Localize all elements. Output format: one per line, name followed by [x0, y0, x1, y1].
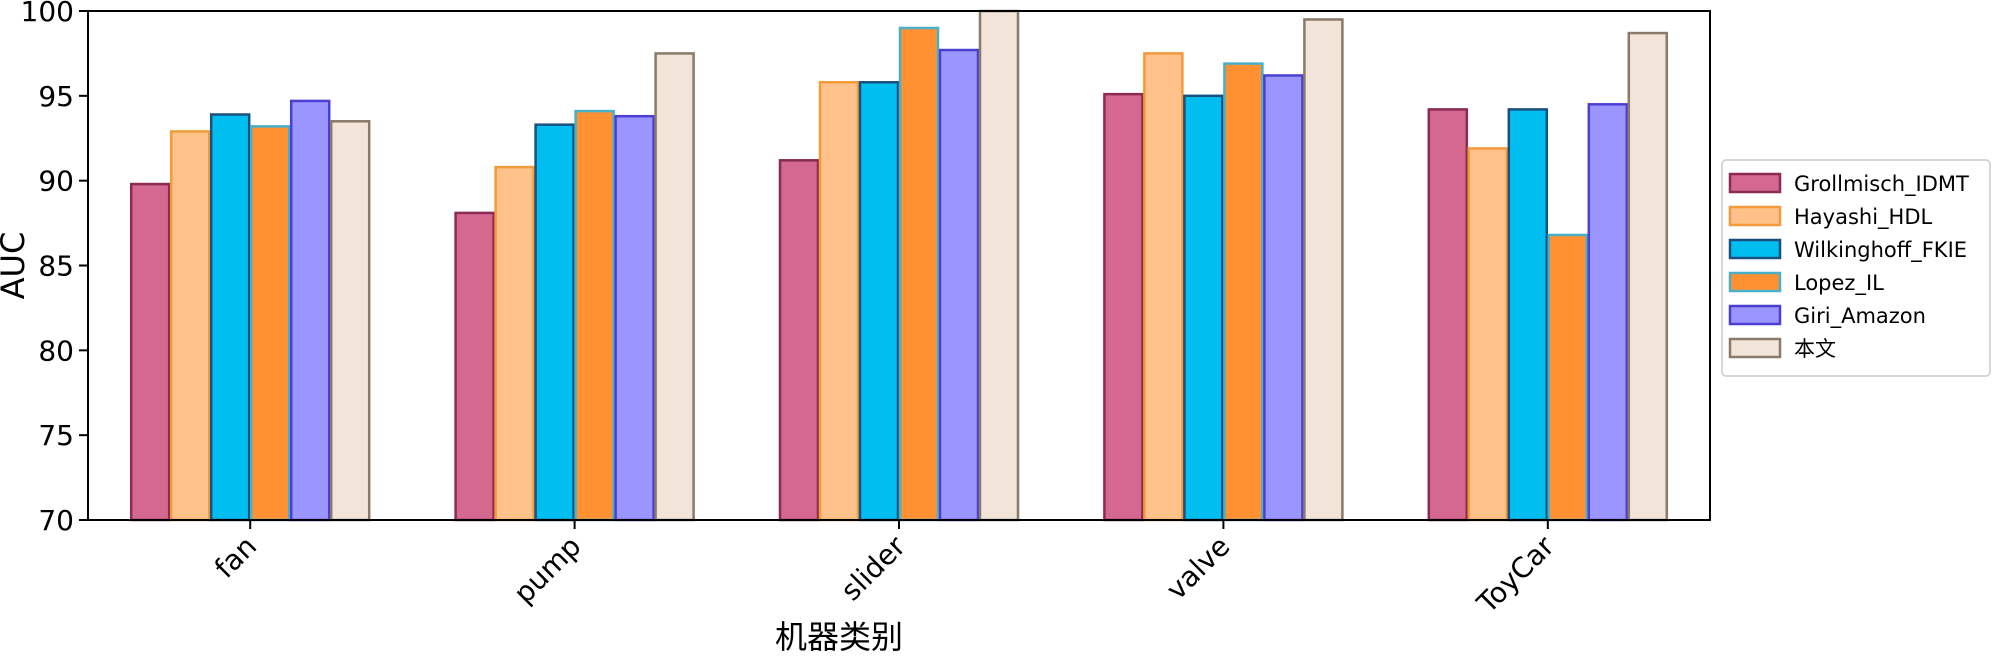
bar-ToyCar-本文	[1627, 31, 1669, 522]
bar-ToyCar-Giri_Amazon	[1587, 103, 1629, 522]
bars-layer	[129, 9, 1669, 522]
legend-label: 本文	[1794, 337, 1836, 361]
bar-pump-Lopez_IL	[574, 109, 615, 522]
bar-valve-Grollmisch_IDMT	[1103, 92, 1144, 522]
bar-fan-Grollmisch_IDMT	[129, 182, 171, 522]
legend-swatch	[1728, 205, 1782, 227]
bar-ToyCar-Grollmisch_IDMT	[1427, 108, 1469, 522]
legend-label: Lopez_IL	[1794, 271, 1884, 296]
legend-label: Hayashi_HDL	[1794, 205, 1933, 230]
bar-fan-Wilkinghoff_FKIE	[209, 113, 251, 522]
bar-pump-Wilkinghoff_FKIE	[534, 123, 575, 522]
bar-fan-Hayashi_HDL	[169, 130, 211, 522]
legend-swatch	[1728, 172, 1782, 194]
bar-slider-Wilkinghoff_FKIE	[858, 81, 900, 522]
bar-ToyCar-Hayashi_HDL	[1467, 147, 1509, 522]
x-tick-label: slider	[834, 529, 912, 607]
x-axis: fan pump slider valve ToyCar	[208, 520, 1561, 620]
y-tick-label: 70	[38, 504, 74, 537]
bar-fan-本文	[329, 120, 371, 522]
x-tick-label: valve	[1160, 530, 1237, 607]
legend-swatch	[1728, 337, 1782, 359]
bar-valve-Lopez_IL	[1223, 62, 1264, 522]
y-tick-label: 75	[38, 419, 74, 452]
bar-pump-Hayashi_HDL	[494, 165, 535, 522]
x-tick-label: ToyCar	[1470, 529, 1561, 620]
legend-swatch	[1728, 304, 1782, 326]
bar-fan-Giri_Amazon	[289, 99, 331, 522]
bar-valve-Hayashi_HDL	[1143, 52, 1184, 522]
bar-valve-Wilkinghoff_FKIE	[1183, 94, 1224, 522]
y-tick-label: 95	[38, 80, 74, 113]
bar-ToyCar-Wilkinghoff_FKIE	[1507, 108, 1549, 522]
y-tick-label: 100	[21, 0, 74, 28]
bar-pump-Giri_Amazon	[614, 114, 655, 522]
bar-slider-Giri_Amazon	[938, 48, 980, 522]
bar-slider-Hayashi_HDL	[818, 81, 860, 522]
legend: Grollmisch_IDMT Hayashi_HDL Wilkinghoff_FK…	[1721, 159, 1991, 377]
bar-pump-Grollmisch_IDMT	[454, 211, 495, 522]
legend-label: Grollmisch_IDMT	[1794, 172, 1969, 197]
legend-swatch	[1728, 238, 1782, 260]
bar-valve-Giri_Amazon	[1263, 74, 1304, 522]
y-tick-label: 85	[38, 250, 74, 283]
legend-label: Wilkinghoff_FKIE	[1794, 238, 1967, 263]
x-axis-label: 机器类别	[775, 618, 903, 656]
bar-ToyCar-Lopez_IL	[1547, 233, 1589, 522]
y-axis-label: AUC	[0, 232, 32, 300]
y-tick-label: 80	[38, 334, 74, 367]
y-axis: 70 75 80 85 90 95 100	[21, 0, 88, 537]
bar-fan-Lopez_IL	[249, 125, 291, 522]
bar-slider-Lopez_IL	[898, 26, 940, 522]
bar-valve-本文	[1303, 18, 1344, 522]
legend-frame	[1721, 159, 1991, 377]
bar-slider-本文	[978, 9, 1020, 522]
legend-label: Giri_Amazon	[1794, 304, 1926, 329]
bar-pump-本文	[654, 52, 695, 522]
bar-slider-Grollmisch_IDMT	[778, 159, 820, 522]
x-tick-label: fan	[208, 530, 263, 585]
x-tick-label: pump	[507, 530, 587, 610]
y-tick-label: 90	[38, 165, 74, 198]
legend-swatch	[1728, 271, 1782, 293]
